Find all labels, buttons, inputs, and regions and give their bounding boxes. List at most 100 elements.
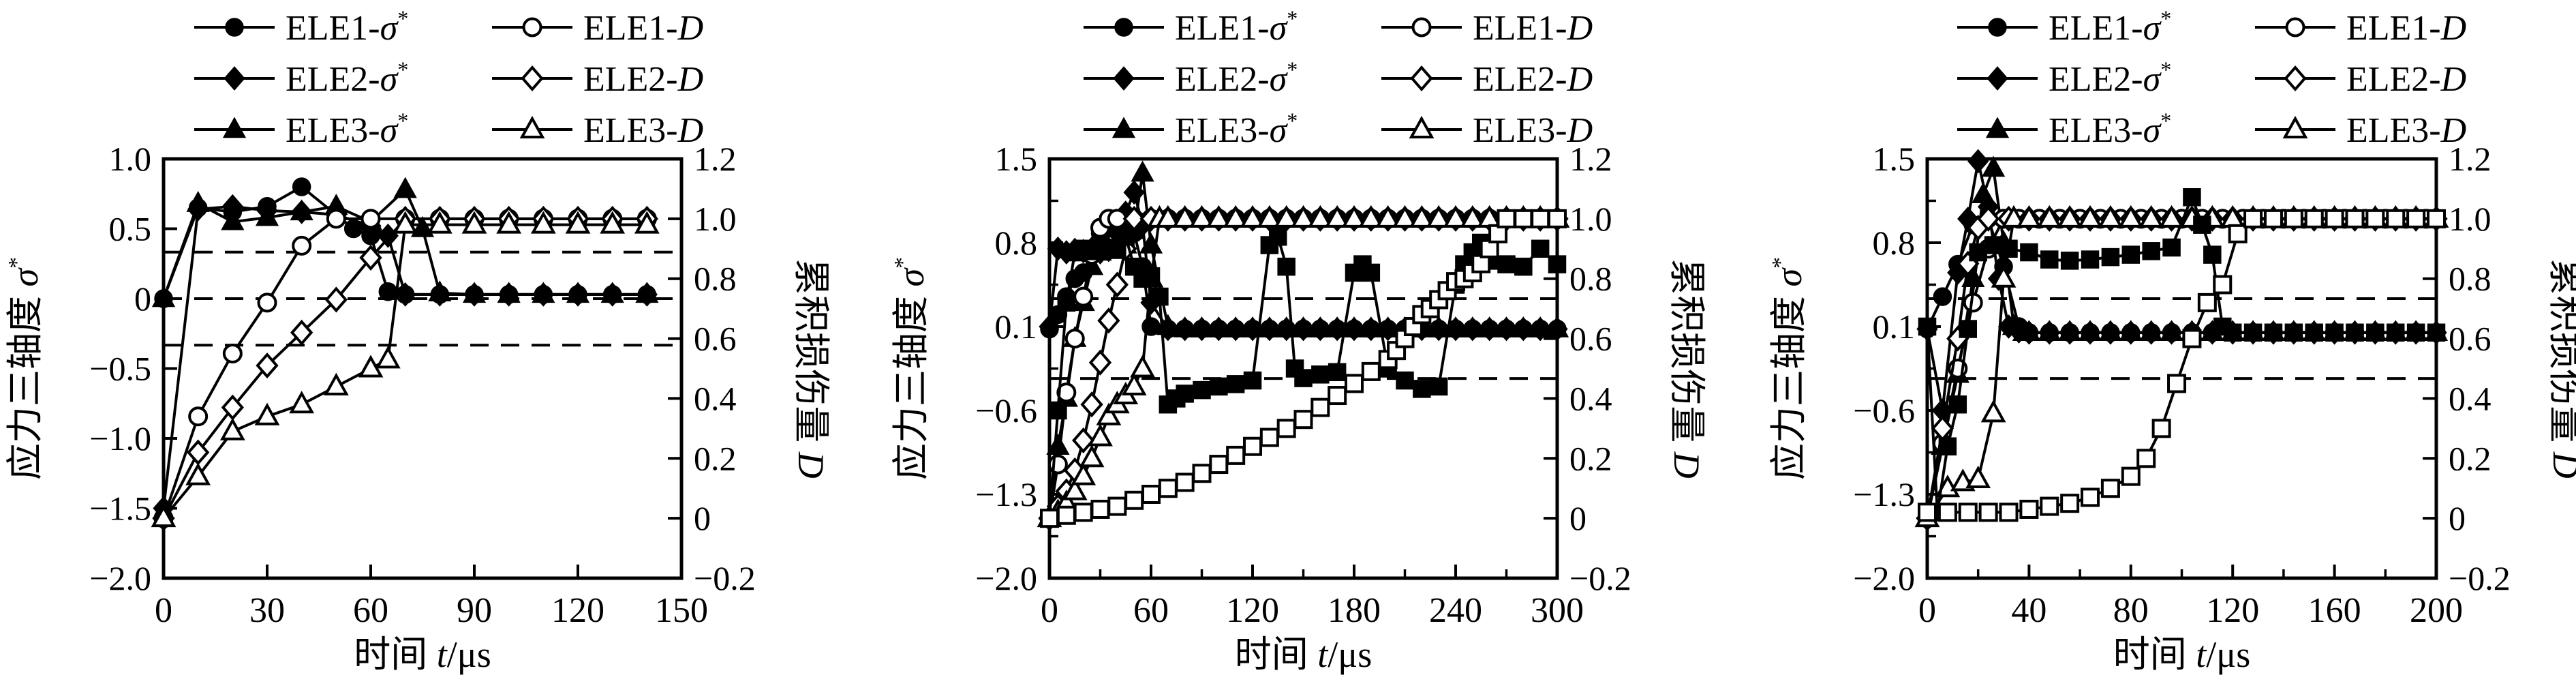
left-tick-label: −0.6 [1853,391,1915,430]
ELE3-D-triangle-marker [1130,355,1155,378]
x-tick-label: 200 [2410,591,2463,630]
ELE3-D-triangle-marker [2057,205,2083,228]
ELE3-D-triangle-marker [1341,205,1367,228]
left-tick-label: 0.1 [995,308,1038,346]
x-tick-label: 30 [249,591,285,630]
ELE3-σ*-triangle-marker [1342,316,1366,338]
legend-item-ELE3-D: ELE3-D [2255,111,2466,150]
filled-square σ* (unlabeled)-square-marker [1938,437,1957,455]
series-markers-ELE1-D [153,209,657,528]
filled-square σ* (unlabeled)-square-marker [1984,236,2003,254]
open-square D (unlabeled)-square-marker [1226,445,1246,465]
left-tick-label: 1.5 [995,140,1038,178]
legend-item-ELE1-σ*: ELE1-σ* [1957,6,2171,48]
series-line-open-square D (unlabeled) [1927,217,2436,514]
ELE2-σ*-diamond-marker [395,282,416,307]
chart-panel-3: 1.5 0.8 0.1 −0.6 −1.3 −2.0 1.2 1.0 0.8 0.6 0.4 0.2 0… [1717,0,2576,690]
open-square D (unlabeled)-square-marker [1259,427,1279,447]
filled-square σ* (unlabeled)-square-marker [2284,323,2303,342]
ELE3-σ*-triangle-marker [2078,320,2102,342]
ELE3-σ*-triangle-marker [1972,182,1995,203]
legend-ELE3-D-triangle-marker [519,115,545,138]
legend-item-ELE3-σ*: ELE3-σ* [1957,108,2171,150]
right-tick-label: −0.2 [1569,559,1631,597]
legend-item-ELE2-D: ELE2-D [1381,60,1593,99]
ELE3-D-triangle-marker [1358,205,1384,228]
filled-square σ* (unlabeled)-square-marker [1294,369,1313,387]
legend-label: ELE2-σ* [2049,57,2171,99]
ELE3-D-triangle-marker [461,211,487,234]
ELE3-σ*-triangle-marker [2139,320,2163,342]
ELE3-D-triangle-marker [600,211,626,234]
filled-square σ* (unlabeled)-square-marker [1193,380,1211,400]
ELE3-D-triangle-marker [427,211,453,234]
filled-square σ* (unlabeled)-square-marker [1141,267,1161,286]
legend-label: ELE2-D [583,60,703,99]
filled-square σ* (unlabeled)-square-marker [2406,323,2425,342]
open-square D (unlabeled)-square-marker [2284,209,2303,228]
open-square D (unlabeled)-square-marker [1192,464,1212,483]
ELE3-D-triangle-marker [2036,205,2062,228]
x-tick-label: 160 [2308,591,2361,630]
ELE3-D-triangle-marker [1189,205,1214,228]
legend-item-ELE2-D: ELE2-D [2255,60,2466,99]
series-markers-ELE3-D [151,211,660,528]
legend-ELE2-D-diamond-marker [1410,65,1433,92]
ELE3-D-triangle-marker [1172,205,1198,228]
open-square D (unlabeled)-square-marker [1548,209,1567,228]
right-tick-label: 1.0 [694,200,737,238]
legend-label: ELE2-σ* [286,57,408,99]
ELE1-D-circle-marker [222,344,243,364]
open-square D (unlabeled)-square-marker [2427,209,2446,228]
right-tick-label: 0.2 [1569,439,1612,477]
right-tick-label: −0.2 [2449,559,2511,597]
left-axis: 1.5 0.8 0.1 −0.6 −1.3 −2.0 [975,140,1063,597]
ELE3-D-triangle-marker [1257,205,1283,228]
right-tick-label: 0.4 [1569,379,1612,417]
right-tick-label: 0 [694,499,711,537]
threshold-dashed-lines [164,250,681,347]
open-square D (unlabeled)-square-marker [2182,329,2202,348]
open-square D (unlabeled)-square-marker [2213,275,2233,295]
ELE1-D-circle-marker [188,406,209,427]
ELE3-D-triangle-marker [185,462,211,485]
legend-ELE2-σ*-diamond-marker [1987,66,2008,91]
ELE3-D-triangle-marker [1965,465,1991,489]
open-square D (unlabeled)-square-marker [2406,209,2426,228]
open-square D (unlabeled)-square-marker [1056,505,1076,525]
ELE3-σ*-triangle-marker [1079,254,1104,275]
legend-item-ELE3-D: ELE3-D [492,111,703,150]
series-line-ELE3-σ* [162,187,647,299]
x-tick-label: 90 [457,591,492,630]
ELE3-D-triangle-marker [1291,205,1316,228]
filled-square σ* (unlabeled)-square-marker [2101,247,2120,267]
series-group [1037,160,1570,532]
legend-label: ELE2-σ* [1175,57,1298,99]
ELE3-σ*-triangle-marker [1325,316,1349,338]
filled-square σ* (unlabeled)-square-marker [2243,323,2263,342]
legend-ELE2-σ*-diamond-marker [224,66,245,91]
x-tick-label: 120 [1226,591,1279,630]
right-tick-label: 0.6 [2449,320,2491,358]
filled-square σ* (unlabeled)-square-marker [1226,375,1245,393]
open-square D (unlabeled)-square-marker [2365,209,2385,228]
open-square D (unlabeled)-square-marker [2386,209,2406,228]
filled-square σ* (unlabeled)-square-marker [2223,323,2242,342]
legend-item-ELE1-σ*: ELE1-σ* [194,6,408,48]
legend-label: ELE2-D [2346,60,2466,99]
ELE3-D-triangle-marker [2118,205,2144,228]
series-group [151,177,660,532]
left-tick-label: 0.5 [109,210,152,248]
filled-square σ* (unlabeled)-square-marker [2142,242,2160,260]
ELE3-D-triangle-marker [1307,205,1333,228]
ELE3-D-triangle-marker [634,211,660,234]
right-axis: 1.2 1.0 0.8 0.6 0.4 0.2 0 −0.2 [2423,140,2511,597]
ELE3-σ*-triangle-marker [2038,320,2061,342]
ELE3-D-triangle-marker [1223,205,1248,228]
ELE3-D-triangle-marker [2138,205,2164,228]
ELE3-D-triangle-marker [323,372,349,395]
legend-ELE2-D-diamond-marker [521,65,544,92]
ELE3-D-triangle-marker [1426,205,1452,228]
ELE3-D-triangle-marker [2017,205,2042,228]
ELE3-σ*-triangle-marker [1190,316,1214,338]
